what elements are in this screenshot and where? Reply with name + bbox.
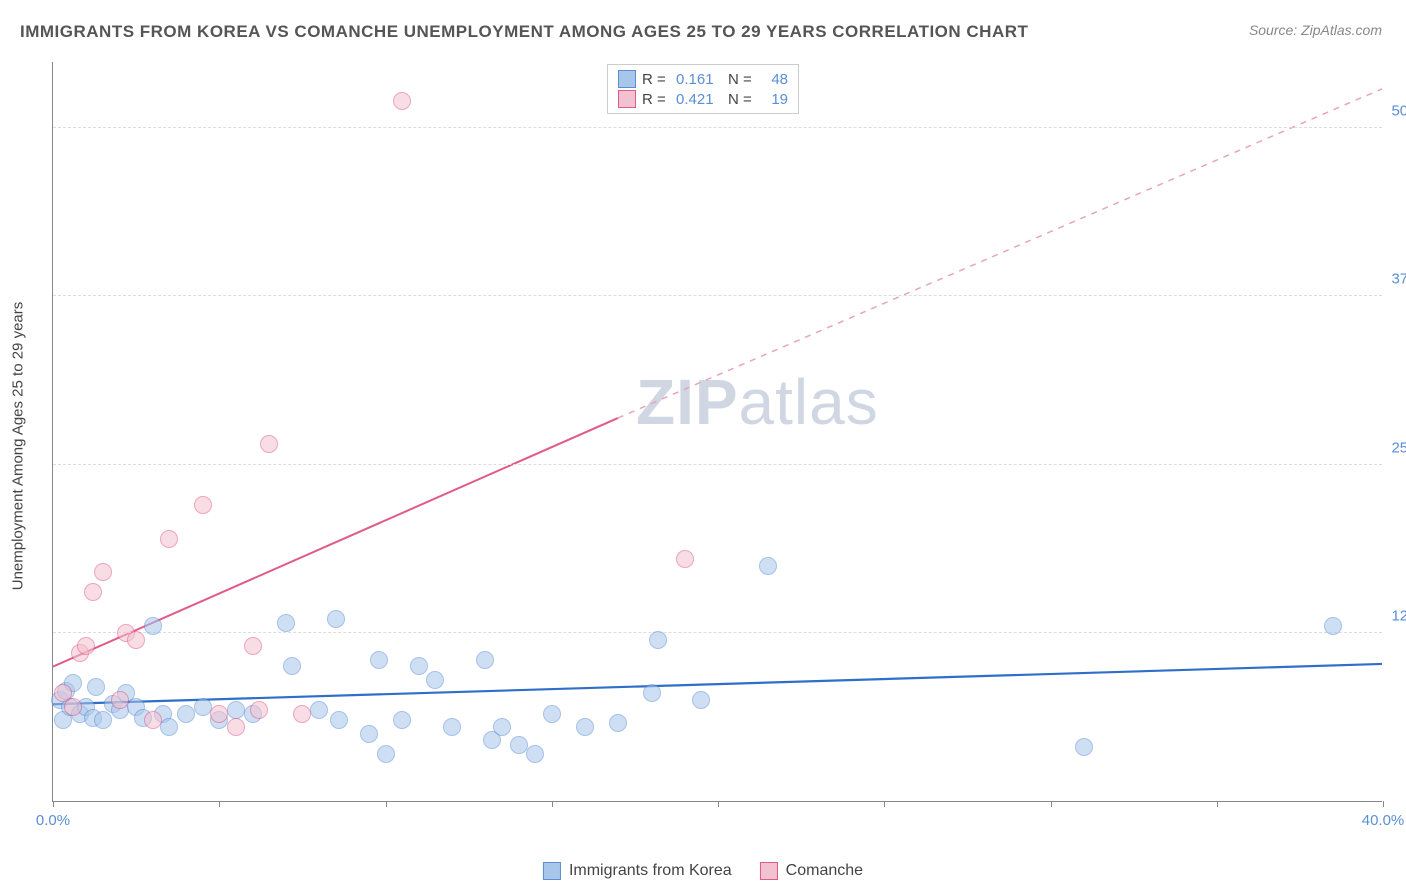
legend-n-value: 48 [762,71,788,88]
plot-area: ZIPatlas 12.5%25.0%37.5%50.0%0.0%40.0% [52,62,1382,802]
trend-lines-svg [53,62,1382,801]
data-point [177,705,195,723]
data-point [144,617,162,635]
data-point [370,651,388,669]
data-point [330,711,348,729]
data-point [327,610,345,628]
data-point [94,711,112,729]
legend-n-label: N = [728,71,756,88]
data-point [111,691,129,709]
data-point [244,637,262,655]
watermark-atlas: atlas [739,366,879,438]
x-tick [552,801,553,807]
legend-label: Comanche [786,862,863,880]
data-point [526,745,544,763]
legend-row: R = 0.421 N = 19 [618,89,788,109]
data-point [676,550,694,568]
data-point [377,745,395,763]
data-point [576,718,594,736]
data-point [94,563,112,581]
data-point [160,530,178,548]
data-point [692,691,710,709]
legend-label: Immigrants from Korea [569,862,732,880]
data-point [293,705,311,723]
data-point [410,657,428,675]
gridline [53,295,1382,296]
gridline [53,464,1382,465]
watermark-zip: ZIP [636,366,739,438]
x-tick [1383,801,1384,807]
data-point [393,711,411,729]
trend-line [53,418,618,667]
data-point [127,631,145,649]
legend-r-value: 0.421 [676,91,722,108]
data-point [310,701,328,719]
x-tick-label: 40.0% [1362,812,1405,829]
legend-row: R = 0.161 N = 48 [618,69,788,89]
data-point [1324,617,1342,635]
x-tick [219,801,220,807]
data-point [160,718,178,736]
legend-swatch [618,90,636,108]
data-point [194,698,212,716]
data-point [64,698,82,716]
data-point [194,496,212,514]
data-point [260,435,278,453]
watermark: ZIPatlas [636,365,879,439]
gridline [53,632,1382,633]
data-point [443,718,461,736]
x-tick [884,801,885,807]
legend-r-label: R = [642,91,670,108]
y-tick-label: 12.5% [1386,607,1406,624]
data-point [543,705,561,723]
data-point [609,714,627,732]
data-point [426,671,444,689]
series-legend: Immigrants from Korea Comanche [543,862,863,880]
x-tick [386,801,387,807]
legend-swatch [760,862,778,880]
legend-n-value: 19 [762,91,788,108]
data-point [144,711,162,729]
data-point [649,631,667,649]
x-tick [1051,801,1052,807]
legend-n-label: N = [728,91,756,108]
chart-title: IMMIGRANTS FROM KOREA VS COMANCHE UNEMPL… [20,22,1028,42]
y-tick-label: 25.0% [1386,439,1406,456]
x-tick-label: 0.0% [36,812,70,829]
legend-item: Comanche [760,862,863,880]
legend-r-value: 0.161 [676,71,722,88]
legend-swatch [618,70,636,88]
data-point [759,557,777,575]
data-point [1075,738,1093,756]
data-point [227,701,245,719]
data-point [210,705,228,723]
data-point [250,701,268,719]
data-point [87,678,105,696]
legend-swatch [543,862,561,880]
data-point [510,736,528,754]
legend-r-label: R = [642,71,670,88]
data-point [277,614,295,632]
data-point [493,718,511,736]
y-axis-label: Unemployment Among Ages 25 to 29 years [10,302,27,591]
data-point [77,637,95,655]
x-tick [718,801,719,807]
legend-item: Immigrants from Korea [543,862,732,880]
y-tick-label: 50.0% [1386,103,1406,120]
x-tick [53,801,54,807]
x-tick [1217,801,1218,807]
trend-line [53,664,1382,704]
trend-line [618,89,1382,418]
data-point [84,583,102,601]
data-point [643,684,661,702]
data-point [283,657,301,675]
data-point [476,651,494,669]
y-tick-label: 37.5% [1386,271,1406,288]
correlation-legend: R = 0.161 N = 48 R = 0.421 N = 19 [607,64,799,114]
source-label: Source: ZipAtlas.com [1249,22,1382,38]
gridline [53,127,1382,128]
data-point [393,92,411,110]
data-point [227,718,245,736]
data-point [360,725,378,743]
